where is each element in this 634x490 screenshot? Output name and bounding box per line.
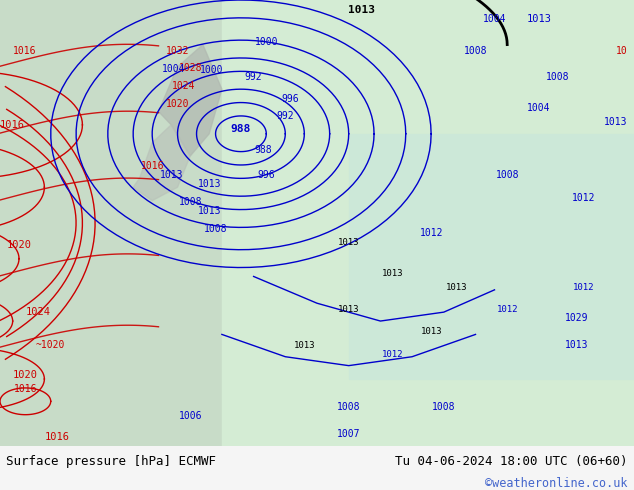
Text: 1012: 1012: [496, 305, 518, 314]
Text: 1016: 1016: [44, 432, 70, 442]
Text: 1013: 1013: [338, 238, 359, 247]
Bar: [222, 0, 634, 446]
Bar: [349, 134, 634, 379]
Text: 1008: 1008: [178, 197, 202, 207]
Text: 1008: 1008: [495, 171, 519, 180]
Text: 996: 996: [281, 94, 299, 104]
Text: 1013: 1013: [565, 340, 589, 350]
Text: 1013: 1013: [446, 283, 467, 292]
Text: 1013: 1013: [526, 14, 552, 24]
Text: 1004: 1004: [482, 14, 507, 24]
Polygon shape: [133, 125, 190, 201]
Text: 1006: 1006: [178, 411, 202, 421]
Text: 1012: 1012: [571, 193, 595, 203]
Text: 1013: 1013: [348, 5, 375, 15]
Text: 1013: 1013: [197, 206, 221, 216]
Text: 1016: 1016: [0, 120, 25, 130]
Text: 1020: 1020: [6, 240, 32, 250]
Text: 1008: 1008: [204, 224, 228, 234]
Text: 992: 992: [245, 72, 262, 82]
Text: 1012: 1012: [382, 350, 404, 359]
Text: Surface pressure [hPa] ECMWF: Surface pressure [hPa] ECMWF: [6, 455, 216, 468]
Text: 1020: 1020: [165, 99, 190, 109]
Text: 1024: 1024: [172, 81, 196, 91]
Text: 1029: 1029: [565, 313, 589, 323]
Text: 1013: 1013: [382, 270, 404, 278]
Text: 1028: 1028: [178, 63, 202, 74]
Text: 1000: 1000: [200, 65, 223, 75]
Text: 996: 996: [257, 171, 275, 180]
Text: 1013: 1013: [159, 171, 183, 180]
Text: ©weatheronline.co.uk: ©weatheronline.co.uk: [485, 477, 628, 490]
Text: 1032: 1032: [165, 46, 190, 55]
Text: 1008: 1008: [546, 72, 570, 82]
Text: 988: 988: [231, 124, 251, 134]
Polygon shape: [158, 45, 222, 156]
Text: 1024: 1024: [25, 307, 51, 317]
Text: 1013: 1013: [338, 305, 359, 314]
Text: 1013: 1013: [604, 117, 628, 127]
Text: 1016: 1016: [140, 161, 164, 172]
Text: 1008: 1008: [463, 46, 488, 55]
Text: ~1020: ~1020: [36, 340, 65, 350]
Text: 1007: 1007: [337, 429, 361, 439]
Text: 988: 988: [254, 145, 272, 154]
Text: 1020: 1020: [13, 369, 38, 380]
Text: 10: 10: [616, 46, 628, 55]
Text: 1013: 1013: [294, 341, 315, 350]
Text: 1013: 1013: [420, 327, 442, 337]
Text: 992: 992: [276, 111, 294, 121]
Text: 1000: 1000: [254, 37, 278, 47]
Text: 1013: 1013: [197, 179, 221, 189]
Text: 1016: 1016: [13, 46, 36, 55]
Text: 1004: 1004: [527, 103, 551, 114]
Text: 1016: 1016: [13, 384, 37, 394]
Text: 1004: 1004: [162, 64, 186, 74]
Text: 1012: 1012: [419, 228, 443, 238]
Text: Tu 04-06-2024 18:00 UTC (06+60): Tu 04-06-2024 18:00 UTC (06+60): [395, 455, 628, 468]
Text: 1008: 1008: [337, 402, 361, 412]
Text: 1012: 1012: [573, 283, 594, 292]
Text: 1008: 1008: [432, 402, 456, 412]
